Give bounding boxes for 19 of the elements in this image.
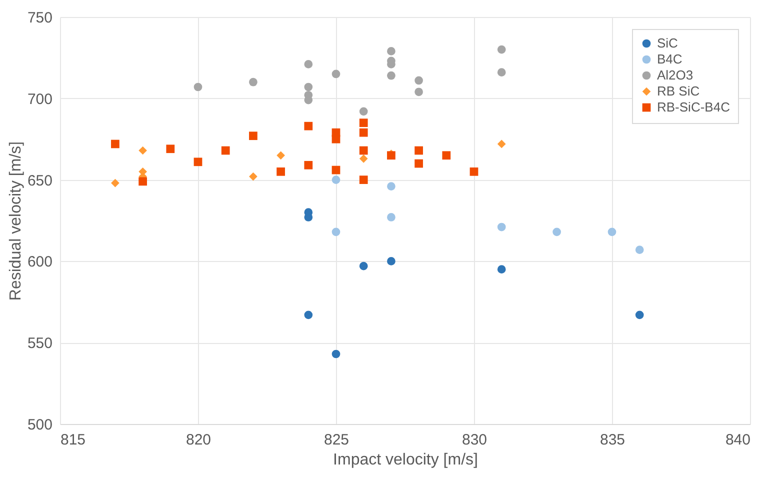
legend-label: Al2O3 xyxy=(657,68,694,82)
x-tick-label: 820 xyxy=(186,432,212,448)
legend-label: B4C xyxy=(657,52,682,66)
y-axis-title: Residual velocity [m/s] xyxy=(7,141,24,301)
y-tick-label: 650 xyxy=(27,172,52,190)
legend-label: RB-SiC-B4C xyxy=(657,100,730,114)
y-tick-label: 500 xyxy=(27,416,52,434)
x-tick-label: 830 xyxy=(462,432,488,448)
y-tick-label: 700 xyxy=(27,90,52,108)
y-tick-label: 550 xyxy=(27,335,52,352)
x-tick-label: 815 xyxy=(60,432,86,448)
x-tick-label: 835 xyxy=(600,432,626,448)
x-tick-label: 825 xyxy=(324,432,350,448)
legend-label: RB SiC xyxy=(657,84,700,98)
x-tick-label: 840 xyxy=(725,432,750,448)
y-tick-label: 750 xyxy=(27,10,52,26)
x-axis-title: Impact velocity [m/s] xyxy=(333,452,478,468)
legend-label: SiC xyxy=(657,36,678,50)
y-tick-label: 600 xyxy=(27,254,52,271)
